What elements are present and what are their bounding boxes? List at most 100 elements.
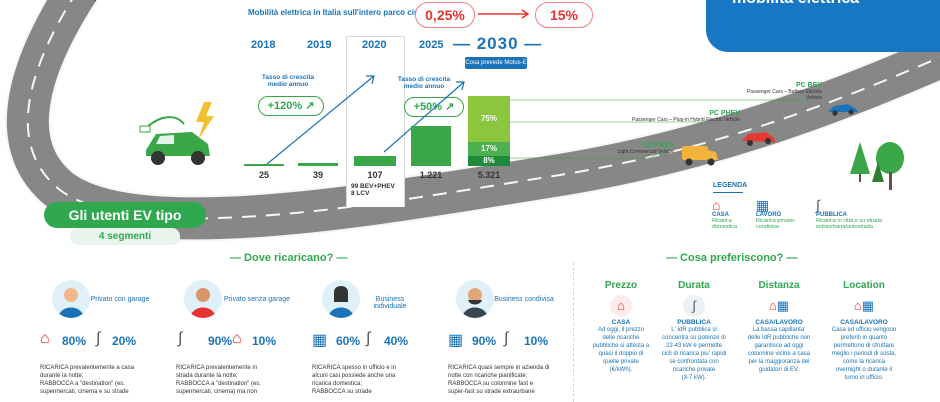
pct-public: 10%	[524, 334, 549, 348]
value-2025: 1.221	[419, 170, 443, 180]
segment-label: Privato con garage	[90, 296, 150, 303]
share-now-badge: 0,25%	[415, 2, 475, 28]
segment-body: RICARICA quasi sempre in azienda di nott…	[448, 365, 550, 395]
segment-card: Privato senza garage ∫ 90% ⌂ 10% RICARIC…	[176, 278, 301, 400]
trend-up-icon: ↗	[305, 100, 315, 112]
year-label: 2020	[362, 39, 387, 51]
avatar	[322, 280, 360, 318]
section-divider	[573, 262, 575, 402]
pct-label: 17%	[480, 144, 497, 153]
house-icon: ⌂	[40, 330, 50, 347]
pref-text: Ad oggi, il prezzo delle ricariche pubbl…	[592, 327, 650, 373]
bar-2019	[298, 163, 338, 166]
where-title: — Dove ricaricano? —	[230, 252, 348, 264]
pref-card: Prezzo ⌂ CASA Ad oggi, il prezzo delle r…	[578, 280, 664, 400]
legend-pc-phev: PC PHEV Passenger Cars – Plug-in Hybrid …	[631, 110, 740, 123]
growth-value: +120%	[267, 100, 303, 112]
avatar	[456, 280, 494, 318]
trend-up-icon: ↗	[445, 101, 455, 113]
pct-public: 40%	[384, 334, 409, 348]
road-icon: ∫	[816, 197, 820, 213]
growth-label: Tasso di crescita medio annuo	[397, 76, 451, 90]
users-title: Gli utenti EV tipo	[44, 202, 206, 228]
title-banner-text: mobilità elettrica	[732, 0, 859, 8]
pref-text: Casa ed ufficio vengono preferiti in qua…	[831, 327, 897, 381]
pct-public: 90%	[208, 334, 233, 348]
legend-title: LEGENDA	[713, 182, 748, 189]
legend-item-lavoro: ▦ LAVORO Ricarica privato-condivisa	[756, 198, 816, 230]
growth-badge: +50% ↗	[404, 97, 464, 117]
growth-arrow	[383, 81, 465, 153]
segment-label: Business individuale	[373, 296, 407, 310]
pct-work: 60%	[336, 334, 361, 348]
road-icon: ∫	[366, 330, 371, 347]
avatar	[184, 280, 222, 318]
value-2019: 39	[312, 170, 323, 180]
bar-2018	[244, 164, 284, 166]
year-2020-highlight	[346, 36, 405, 207]
pct-home: 80%	[62, 334, 87, 348]
segment-body: RICARICA prevalentemente a casa durante …	[40, 365, 135, 395]
pref-card: Distanza ⌂▦ CASA/LAVORO La bassa capilla…	[733, 280, 825, 400]
segment-card: Privato con garage ⌂ 80% ∫ 20% RICARICA …	[40, 278, 165, 400]
connector-lines	[510, 99, 810, 159]
segment-label: Business condivisa	[494, 296, 554, 303]
car-red-icon	[742, 132, 776, 146]
legend-lcv-bev: LCV BEV Light Commercial Vehicle	[617, 142, 674, 155]
legend-pc-bev: PC BEV Passenger Cars – Battery Electric…	[746, 82, 822, 101]
motus-label: Cosa prevede Motus-E	[465, 57, 527, 69]
bar-2030: 75% 17% 8%	[468, 96, 510, 166]
workplace-icon: ▦	[312, 332, 328, 349]
users-subtitle: 4 segmenti	[70, 228, 180, 245]
road-icon: ∫	[504, 330, 509, 347]
bar-2025	[411, 126, 451, 166]
segment-card: Business condivisa ▦ 90% ∫ 10% RICARICA …	[448, 278, 573, 400]
value-2030: 5.321	[477, 170, 501, 180]
pref-card: Durata ∫ PUBBLICA L' IdR pubblica si con…	[648, 280, 740, 400]
car-blue-icon	[828, 104, 858, 116]
header-text: Mobilità elettrica in Italia sull'intero…	[248, 8, 448, 17]
legend-item-pubblica: ∫ PUBBLICA Ricarica in città e su strada…	[816, 198, 934, 230]
trees-icon	[850, 142, 904, 190]
bar-2030-pc-phev: 17%	[468, 142, 510, 156]
van-icon	[682, 146, 718, 166]
legend: LEGENDA ⌂ CASA Ricarica domestica ▦ LAVO…	[706, 180, 936, 250]
house-workplace-icon: ⌂▦	[853, 298, 875, 313]
pref-text: L' IdR pubblica si concentra su potenze …	[661, 327, 727, 381]
year-label-2030: — 2030 —	[453, 34, 543, 53]
pref-text: La bassa capillarita' delle IdR pubblich…	[747, 327, 811, 373]
segment-label: Privato senza garage	[223, 296, 291, 303]
pct-label: 75%	[480, 114, 497, 123]
year-label: 2018	[251, 39, 276, 51]
workplace-icon: ▦	[756, 197, 770, 213]
workplace-icon: ▦	[448, 332, 464, 349]
house-icon: ⌂	[712, 197, 721, 213]
charging-car-icon	[139, 102, 214, 165]
segment-body: RICARICA spesso in ufficio e in alcuni c…	[312, 365, 396, 395]
pct-public: 20%	[112, 334, 137, 348]
pct-label: 8%	[483, 156, 495, 165]
growth-label: Tasso di crescita medio annuo	[261, 74, 315, 88]
house-workplace-icon: ⌂▦	[768, 298, 790, 313]
title-banner	[706, 0, 940, 52]
growth-badge: +120% ↗	[258, 96, 324, 116]
breakdown-2020: 99 BEV+PHEV 8 LCV	[351, 183, 395, 197]
road-icon: ∫	[683, 295, 705, 317]
share-future-badge: 15%	[535, 2, 593, 28]
pref-card: Location ⌂▦ CASA/LAVORO Casa ed ufficio …	[818, 280, 910, 400]
pct-home: 10%	[252, 334, 277, 348]
legend-item-casa: ⌂ CASA Ricarica domestica	[712, 198, 758, 230]
house-icon: ⌂	[232, 330, 242, 347]
value-2018: 25	[258, 170, 269, 180]
value-2020: 107	[367, 170, 383, 180]
road-icon: ∫	[96, 330, 101, 347]
bar-2030-lcv-bev: 8%	[468, 156, 510, 166]
growth-value: +50%	[413, 101, 443, 113]
arrow-right-icon	[478, 9, 530, 19]
avatar	[52, 280, 90, 318]
year-label: 2019	[307, 39, 332, 51]
house-icon: ⌂	[610, 295, 632, 317]
segment-card: Business individuale ▦ 60% ∫ 40% RICARIC…	[312, 278, 437, 400]
growth-arrow	[266, 75, 375, 165]
